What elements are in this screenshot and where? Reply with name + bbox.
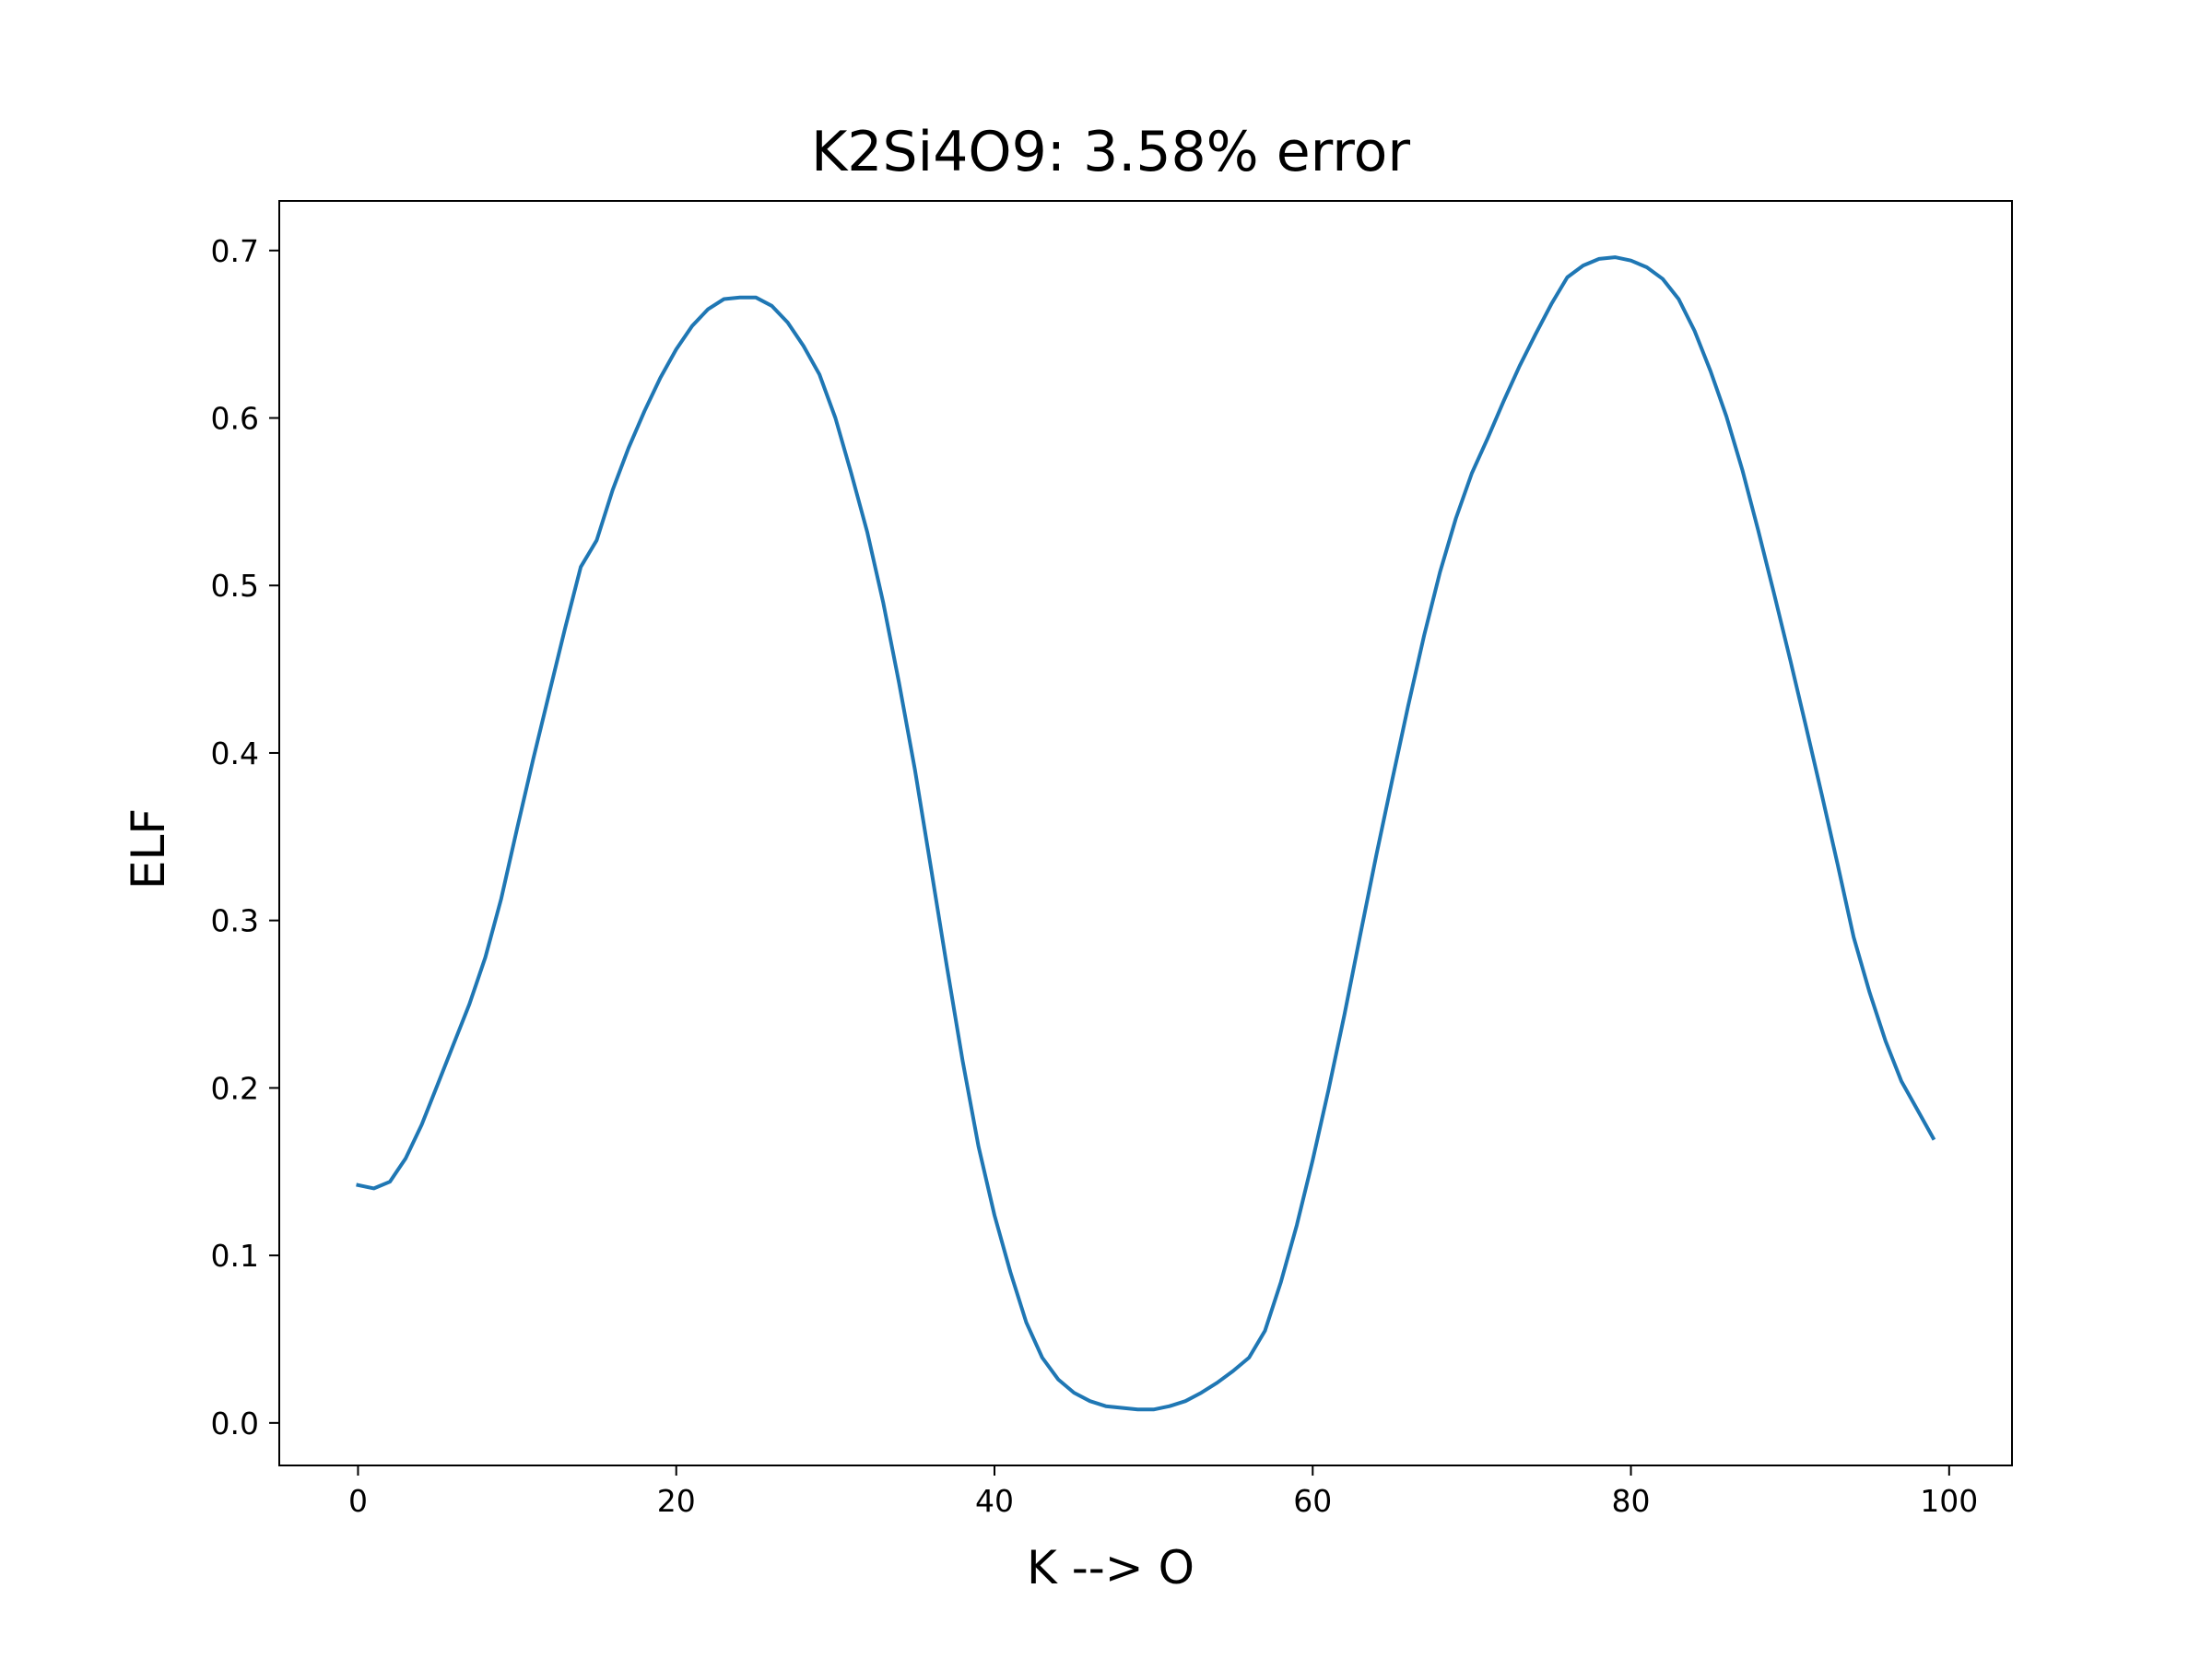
y-tick-label: 0.7 — [211, 233, 259, 269]
x-tick-label: 60 — [1293, 1483, 1332, 1519]
x-tick-label: 40 — [975, 1483, 1014, 1519]
y-tick-label: 0.2 — [211, 1070, 259, 1106]
series-line-0 — [356, 255, 1936, 1412]
axis-ticks: 0 20 40 60 80 100 0.0 0.1 0.2 0.3 0.4 0.5 0.6 0.7 — [211, 233, 1979, 1519]
y-tick-label: 0.1 — [211, 1238, 259, 1274]
y-tick-label: 0.0 — [211, 1406, 259, 1441]
y-tick-label: 0.6 — [211, 401, 259, 437]
x-tick-label: 100 — [1920, 1483, 1978, 1519]
x-tick-label: 80 — [1612, 1483, 1651, 1519]
plot-area — [278, 200, 2013, 1466]
chart-title: K2Si4O9: 3.58% error — [811, 120, 1410, 184]
y-tick-label: 0.5 — [211, 568, 259, 604]
x-tick-label: 0 — [348, 1483, 368, 1519]
x-tick-label: 20 — [657, 1483, 696, 1519]
y-axis-label: ELF — [122, 808, 175, 889]
y-tick-label: 0.3 — [211, 903, 259, 939]
axes-frame — [278, 200, 2013, 1466]
y-tick-label: 0.4 — [211, 735, 259, 771]
x-axis-label: K --> O — [1027, 1541, 1194, 1594]
